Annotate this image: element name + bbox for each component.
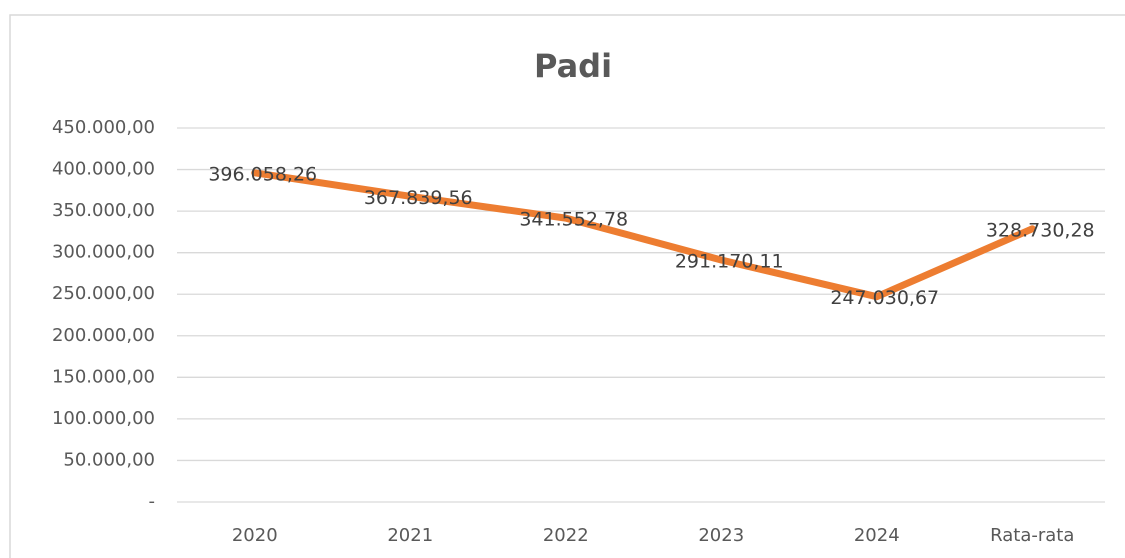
y-tick-label: - xyxy=(149,491,156,512)
x-tick-label: Rata-rata xyxy=(990,525,1074,546)
x-tick-label: 2024 xyxy=(854,525,900,546)
x-tick-label: 2020 xyxy=(232,525,278,546)
x-tick-label: 2022 xyxy=(543,525,589,546)
line-series xyxy=(251,169,1036,301)
y-tick-label: 450.000,00 xyxy=(52,117,155,138)
chart-border xyxy=(9,14,1125,558)
y-tick-label: 250.000,00 xyxy=(52,283,155,304)
y-tick-label: 150.000,00 xyxy=(52,366,155,387)
data-label: 341.552,78 xyxy=(519,209,628,231)
y-tick-label: 200.000,00 xyxy=(52,325,155,346)
data-label: 328.730,28 xyxy=(986,219,1095,241)
y-tick-label: 350.000,00 xyxy=(52,200,155,221)
y-tick-label: 400.000,00 xyxy=(52,159,155,180)
x-tick-label: 2023 xyxy=(698,525,744,546)
data-label: 396.058,26 xyxy=(208,163,317,185)
y-tick-label: 300.000,00 xyxy=(52,242,155,263)
x-tick-label: 2021 xyxy=(387,525,433,546)
chart-title: Padi xyxy=(534,47,612,85)
data-label: 247.030,67 xyxy=(830,287,939,309)
data-label: 367.839,56 xyxy=(364,187,473,209)
data-label: 291.170,11 xyxy=(675,251,784,273)
y-tick-label: 100.000,00 xyxy=(52,408,155,429)
y-tick-label: 50.000,00 xyxy=(63,449,155,470)
